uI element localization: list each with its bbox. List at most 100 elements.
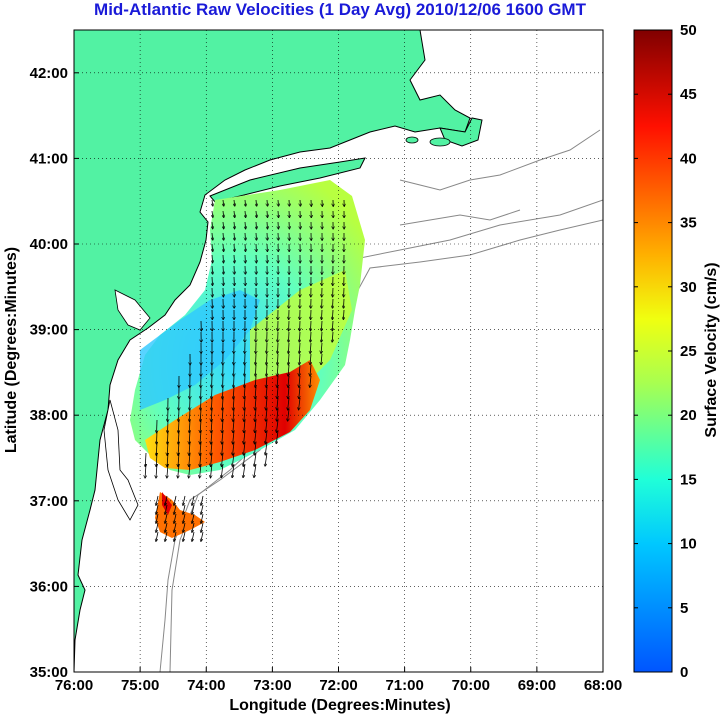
velocity-arrow: [232, 452, 235, 466]
land-mass: [74, 30, 471, 672]
velocity-arrow: [222, 397, 223, 410]
velocity-arrow: [277, 419, 279, 432]
velocity-arrow: [234, 221, 235, 229]
x-axis-ticks: 76:00 75:00 74:00 73:00 72:00 71:00 70:00 69:00…: [55, 667, 622, 694]
map-title: Mid-Atlantic Raw Velocities (1 Day Avg) …: [94, 0, 586, 19]
colorbar-tick-label: 50: [680, 22, 697, 39]
colorbar-tick-label: 35: [680, 215, 697, 232]
velocity-arrow: [255, 386, 256, 398]
velocity-arrow: [266, 419, 267, 432]
velocity-arrow: [223, 199, 224, 206]
colorbar: [633, 29, 673, 673]
velocity-arrow: [222, 419, 223, 432]
x-tick-label: 75:00: [121, 677, 159, 694]
velocity-arrow: [211, 408, 212, 421]
colorbar-tick-label: 5: [680, 600, 688, 617]
velocity-arrow: [212, 265, 213, 274]
velocity-arrow: [288, 364, 289, 376]
velocity-arrow: [189, 463, 190, 478]
velocity-arrow: [167, 463, 168, 478]
velocity-arrow: [299, 386, 300, 398]
velocity-arrow: [288, 353, 289, 365]
x-tick-label: 70:00: [452, 677, 490, 694]
velocity-arrow: [244, 441, 246, 455]
colorbar-tick-label: 0: [680, 664, 688, 681]
velocity-arrow: [211, 463, 213, 478]
velocity-arrow: [201, 513, 204, 523]
velocity-arrow: [310, 353, 311, 364]
velocity-arrow: [178, 463, 179, 478]
velocity-arrow: [267, 221, 268, 229]
x-tick-label: 68:00: [584, 677, 622, 694]
velocity-arrow: [244, 408, 245, 421]
velocity-arrow: [156, 504, 159, 514]
velocity-arrow: [156, 452, 157, 466]
velocity-arrow: [200, 430, 201, 444]
velocity-arrow: [256, 199, 257, 206]
y-tick-label: 37:00: [30, 493, 68, 510]
velocity-arrow: [244, 386, 245, 398]
velocity-arrow: [278, 342, 279, 353]
velocity-arrow: [165, 513, 168, 523]
velocity-arrow: [266, 353, 267, 365]
velocity-arrow: [222, 441, 223, 455]
velocity-arrow: [234, 254, 235, 263]
velocity-arrow: [266, 386, 267, 398]
velocity-arrow: [189, 441, 190, 455]
velocity-arrow: [211, 430, 212, 444]
velocity-arrow: [255, 419, 256, 432]
velocity-arrow: [156, 522, 159, 532]
y-tick-label: 35:00: [30, 664, 68, 681]
velocity-arrow: [174, 504, 177, 514]
velocity-arrow: [212, 276, 213, 285]
velocity-arrow: [234, 375, 235, 387]
velocity-arrow: [299, 364, 300, 376]
velocity-arrow: [156, 463, 157, 478]
velocity-arrow: [344, 298, 345, 308]
colorbar-ticks: 0 5 10 15 20 25 30 35 40 45 50: [634, 22, 697, 681]
velocity-arrow: [223, 232, 224, 240]
velocity-arrow: [288, 375, 289, 387]
x-tick-label: 73:00: [253, 677, 291, 694]
velocity-arrow: [288, 397, 289, 410]
velocity-arrow: [299, 331, 300, 342]
velocity-arrow: [189, 408, 190, 421]
map-grid: [74, 30, 603, 672]
velocity-arrow: [245, 199, 246, 206]
x-tick-label: 74:00: [187, 677, 225, 694]
velocity-arrow: [244, 375, 245, 387]
velocity-arrow: [288, 342, 289, 353]
velocity-arrow: [212, 232, 213, 240]
velocity-arrow: [192, 504, 195, 514]
colorbar-tick-label: 40: [680, 150, 697, 167]
y-axis-ticks: 35:00 36:00 37:00 38:00 39:00 40:00 41:00 42:00: [30, 65, 79, 681]
velocity-arrow: [277, 375, 278, 387]
velocity-arrow: [223, 210, 224, 217]
velocity-arrow: [256, 221, 257, 229]
velocity-arrow: [200, 419, 201, 432]
velocity-arrow: [200, 463, 201, 478]
velocity-arrow: [266, 397, 267, 410]
velocity-arrow: [311, 320, 312, 331]
velocity-arrow: [310, 364, 311, 376]
velocity-arrow: [245, 243, 246, 251]
velocity-arrow: [288, 408, 289, 421]
y-tick-label: 42:00: [30, 65, 68, 82]
velocity-arrow: [211, 452, 212, 466]
velocity-arrow: [174, 522, 177, 532]
velocity-arrow: [310, 342, 311, 353]
velocity-arrow: [299, 375, 300, 387]
map-content: [74, 30, 603, 672]
colorbar-tick-label: 45: [680, 86, 697, 103]
velocity-arrow: [256, 353, 257, 365]
velocity-arrow: [267, 199, 268, 206]
velocity-arrow: [244, 430, 245, 444]
velocity-arrow: [183, 531, 186, 541]
velocity-arrow: [276, 430, 279, 443]
x-tick-label: 72:00: [319, 677, 357, 694]
velocity-arrow: [310, 331, 311, 342]
velocity-arrow: [255, 364, 256, 376]
velocity-arrow: [277, 408, 278, 421]
velocity-arrow: [277, 386, 278, 398]
velocity-arrow: [233, 397, 234, 410]
